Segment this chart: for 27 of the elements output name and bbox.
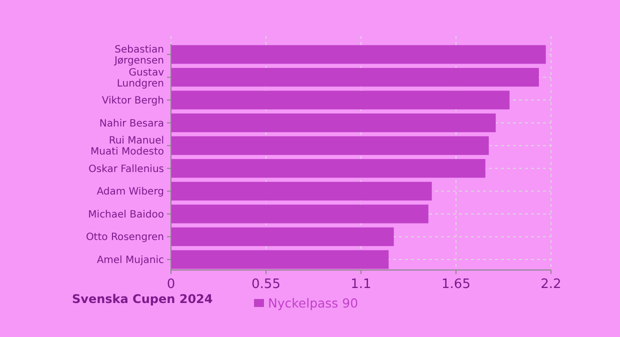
bar (171, 182, 432, 201)
y-tick-label: Amel Mujanic (96, 255, 164, 266)
bar (171, 250, 389, 269)
y-tick-label: Oskar Fallenius (88, 164, 164, 175)
bar (171, 113, 496, 132)
bar (171, 159, 486, 178)
text: Svenska Cupen 2024 (72, 292, 213, 306)
y-tick-label: Nahir Besara (99, 118, 164, 130)
x-tick-label: 1.65 (442, 277, 470, 292)
x-tick-label: 0.55 (252, 277, 280, 292)
x-tick-label: 2.2 (540, 277, 562, 292)
x-tick-label: 1.1 (350, 277, 372, 292)
bar (171, 68, 539, 87)
bar (171, 204, 428, 224)
y-tick-label: Adam Wiberg (96, 186, 164, 198)
x-tick-label: 0 (166, 277, 176, 292)
bar (171, 90, 510, 110)
legend-label: Nyckelpass 90 (268, 295, 358, 310)
y-tick-label: Rui Manuel Muati Modesto (90, 136, 164, 158)
bar (171, 136, 489, 155)
bar (171, 45, 546, 64)
y-tick-label: Viktor Bergh (102, 96, 164, 107)
y-tick-label: Sebastian Jørgensen (113, 44, 164, 66)
y-tick-label: Michael Baidoo (88, 209, 164, 220)
bar (171, 227, 394, 246)
y-tick-label: Otto Rosengren (86, 232, 164, 244)
y-tick-label: Gustav Lundgren (116, 67, 164, 90)
